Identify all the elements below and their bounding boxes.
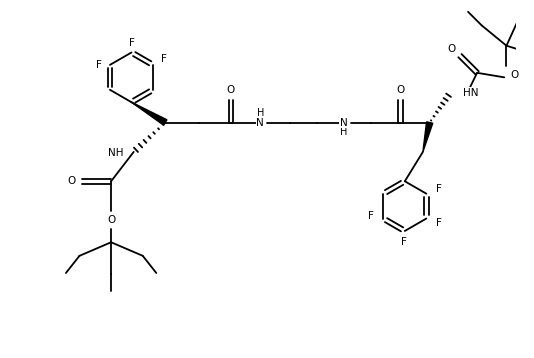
Text: F: F — [129, 38, 135, 48]
Text: NH: NH — [108, 148, 124, 158]
Text: F: F — [400, 237, 406, 247]
Polygon shape — [131, 102, 167, 125]
Text: N: N — [256, 117, 264, 127]
Text: O: O — [68, 176, 76, 186]
Text: H: H — [340, 127, 348, 137]
Text: HN: HN — [462, 88, 478, 98]
Text: N: N — [340, 117, 348, 127]
Text: O: O — [510, 70, 519, 80]
Text: F: F — [161, 54, 167, 64]
Text: O: O — [396, 85, 404, 95]
Text: F: F — [436, 218, 442, 228]
Text: F: F — [436, 184, 442, 194]
Text: O: O — [227, 85, 235, 95]
Text: F: F — [96, 60, 101, 70]
Text: O: O — [107, 215, 115, 225]
Text: F: F — [368, 211, 374, 221]
Polygon shape — [423, 122, 433, 152]
Text: H: H — [256, 107, 264, 117]
Text: O: O — [447, 44, 456, 54]
